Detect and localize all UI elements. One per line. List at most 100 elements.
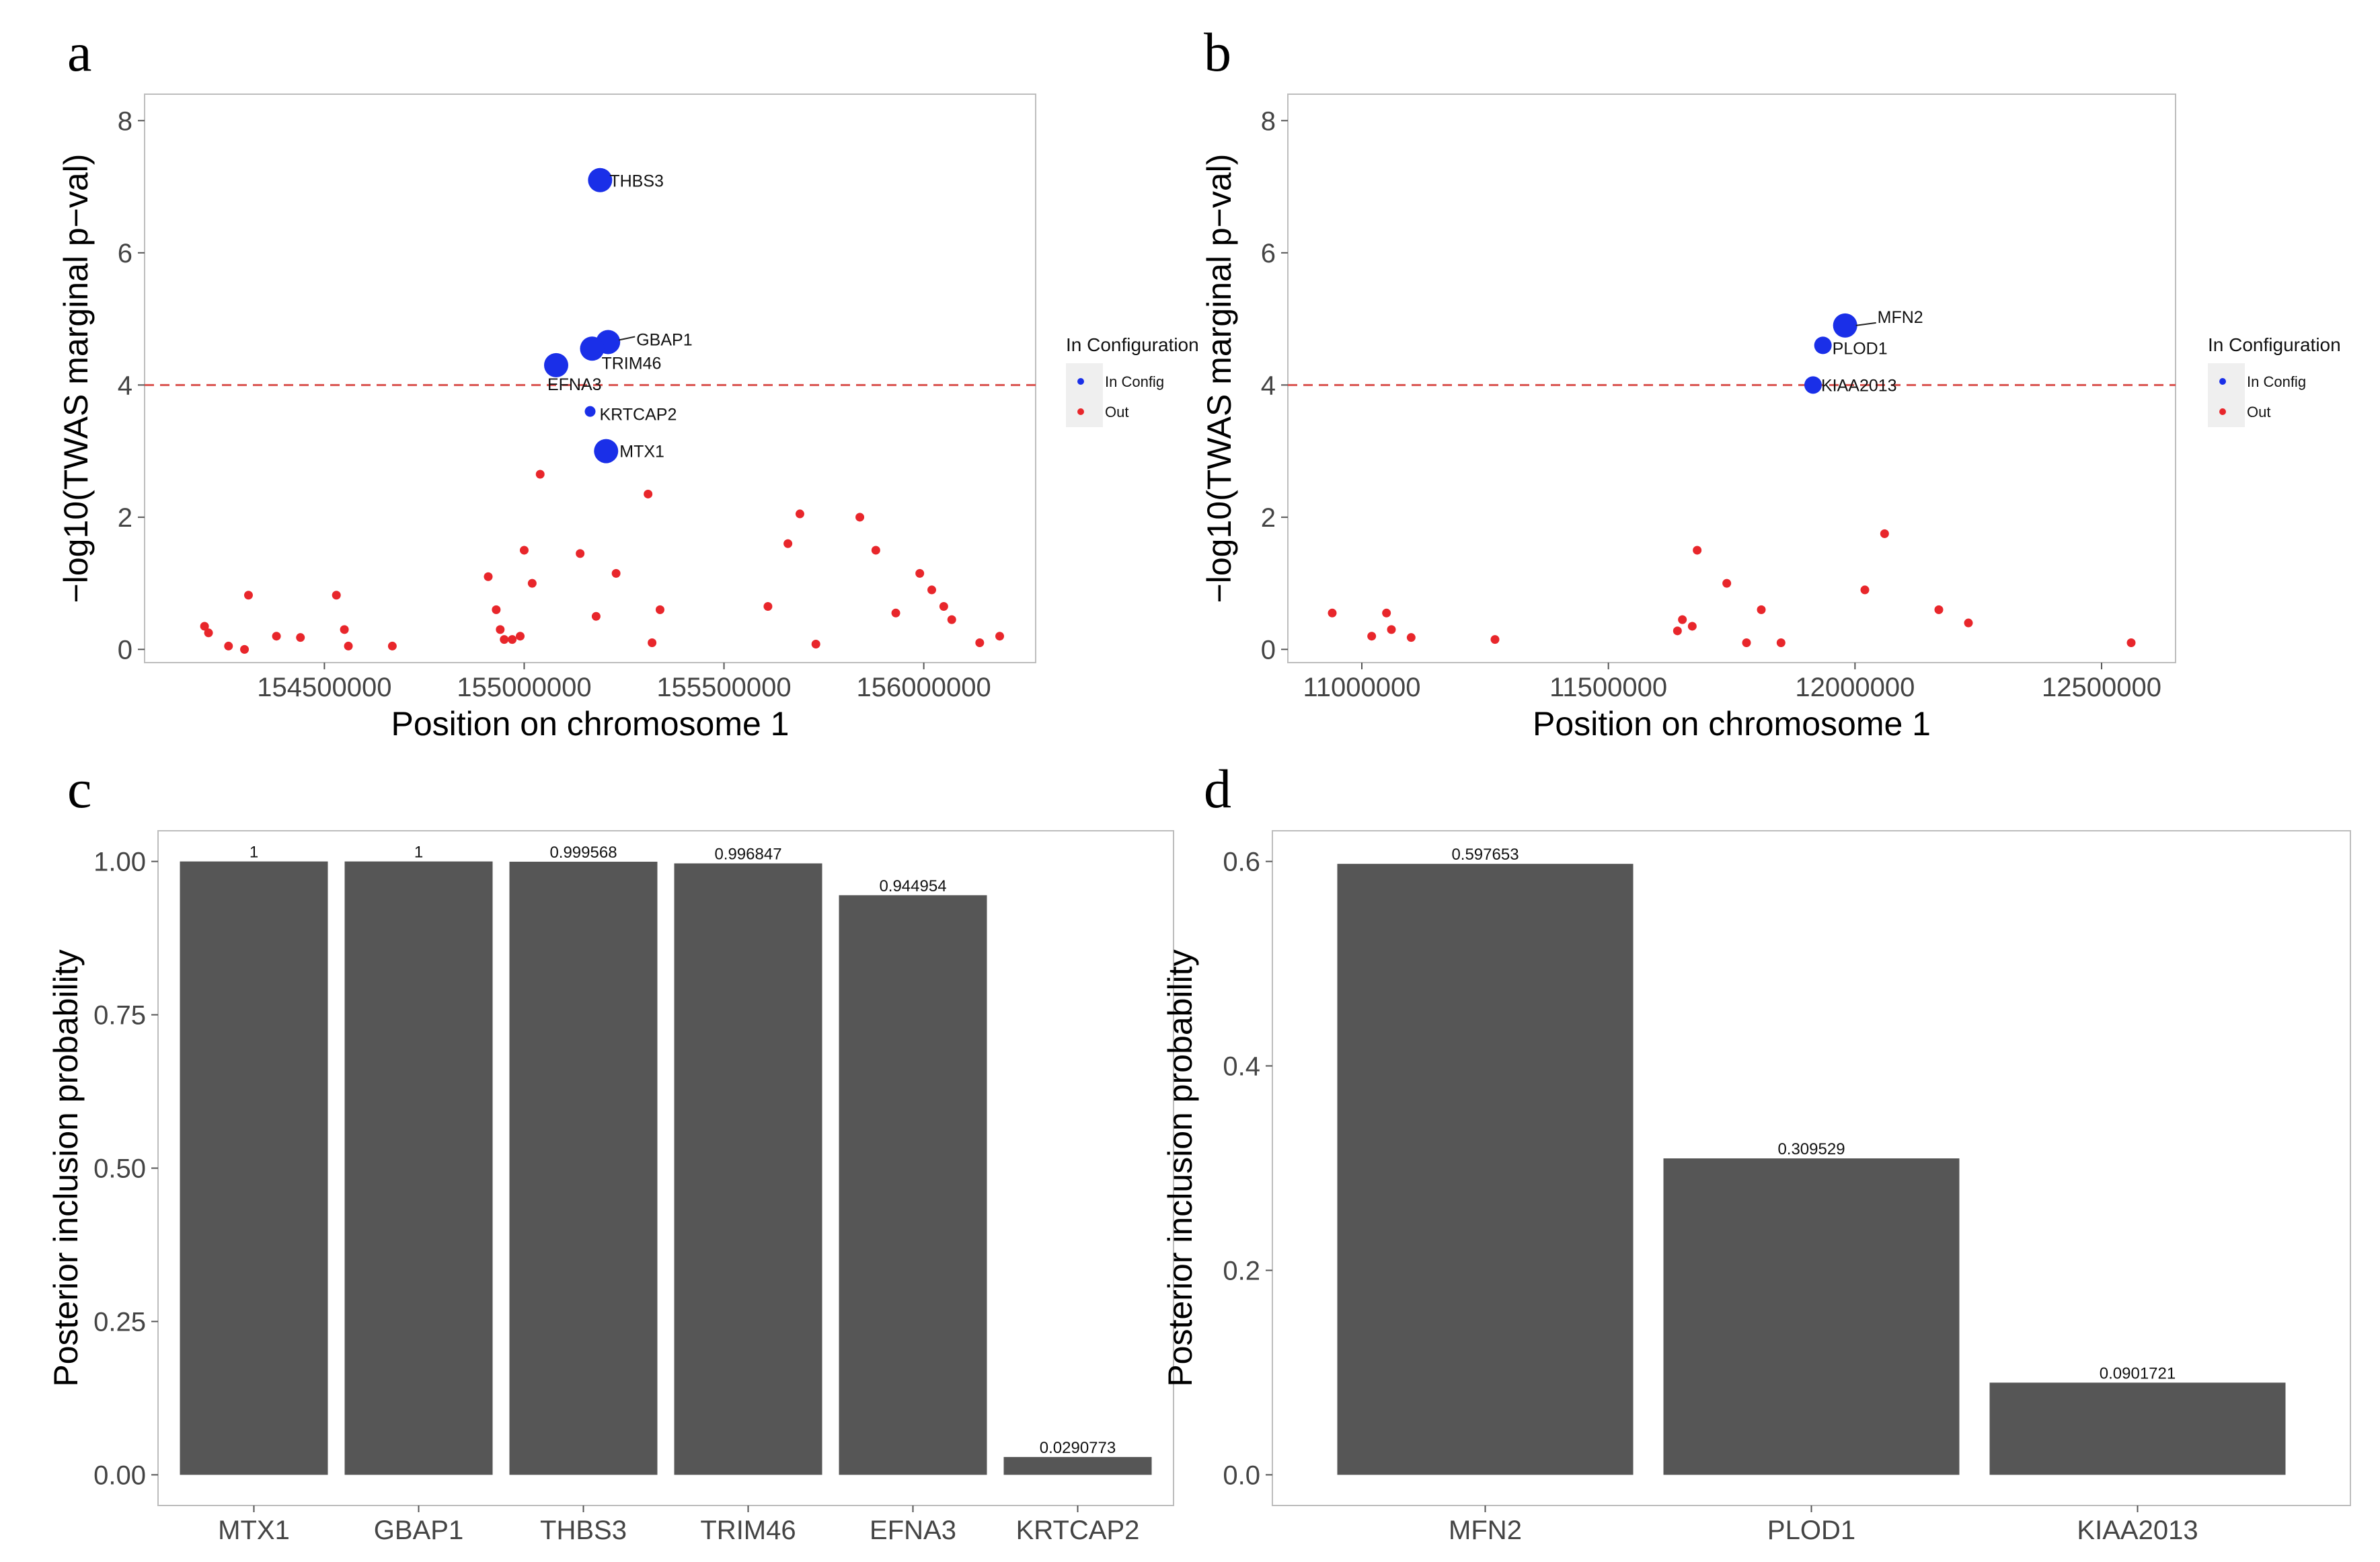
out-point (655, 605, 664, 614)
bar-value-label-krtcap2: 0.0290773 (1040, 1439, 1116, 1457)
x-tick-label: 156000000 (857, 673, 991, 702)
y-tick-label: 4 (118, 371, 132, 400)
out-point (1673, 626, 1682, 636)
x-tick-label: 12000000 (1795, 673, 1915, 702)
legend-title: In Configuration (1066, 334, 1199, 355)
x-tick-label: 155000000 (457, 673, 591, 702)
label-leader-line (1855, 322, 1876, 326)
x-tick-label-gbap1: GBAP1 (374, 1516, 463, 1545)
panel-letter-b: b (1204, 22, 1231, 83)
y-axis-title: Posterior inclusion probability (1161, 949, 1199, 1386)
gene-label-mtx1: MTX1 (619, 443, 664, 461)
out-point (783, 539, 793, 548)
x-axis-title: Position on chromosome 1 (1533, 705, 1931, 743)
legend-in-config-swatch (1077, 378, 1084, 385)
y-tick-label: 0.4 (1223, 1052, 1260, 1082)
y-axis-title: −log10(TWAS marginal p−val) (1200, 154, 1238, 603)
bar-value-label-kiaa2013: 0.0901721 (2100, 1364, 2176, 1382)
out-point (1693, 546, 1702, 555)
y-tick-label: 0.00 (93, 1460, 146, 1490)
legend-key-background (2208, 363, 2245, 427)
y-tick-label: 4 (1261, 371, 1276, 400)
out-point (1860, 585, 1870, 595)
bar-value-label-trim46: 0.996847 (714, 845, 781, 863)
out-point (871, 546, 880, 555)
in-config-point-thbs3 (588, 168, 613, 192)
out-point (332, 591, 341, 600)
legend-in-config-label: In Config (1105, 373, 1164, 390)
out-point (811, 639, 820, 648)
out-point (535, 470, 545, 479)
out-point (296, 633, 305, 642)
x-tick-label-plod1: PLOD1 (1767, 1516, 1855, 1545)
bar-kiaa2013 (1989, 1382, 2286, 1475)
legend-key-background (1066, 363, 1103, 427)
y-tick-label: 0.75 (93, 1001, 146, 1031)
out-point (1964, 618, 1973, 628)
out-point (2126, 638, 2136, 648)
gene-label-gbap1: GBAP1 (636, 330, 692, 349)
x-tick-label: 155500000 (656, 673, 791, 702)
out-point (387, 641, 397, 650)
y-tick-label: 6 (118, 239, 132, 268)
y-tick-label: 0.6 (1223, 848, 1260, 877)
bar-value-label-thbs3: 0.999568 (549, 844, 617, 862)
out-point (644, 489, 653, 498)
bar-trim46 (674, 863, 822, 1475)
out-point (995, 632, 1005, 641)
legend-in-config-label: In Config (2247, 373, 2306, 390)
legend-out-label: Out (1105, 404, 1128, 420)
out-point (1678, 615, 1687, 624)
out-point (1367, 632, 1377, 641)
bar-value-label-mtx1: 1 (249, 844, 258, 862)
out-point (344, 641, 353, 650)
in-config-point-efna3 (543, 352, 568, 377)
in-config-point-kiaa2013 (1804, 376, 1822, 394)
out-point (611, 568, 621, 578)
out-point (1722, 579, 1732, 588)
x-tick-label-efna3: EFNA3 (870, 1516, 956, 1545)
y-tick-label: 1.00 (93, 848, 146, 877)
in-config-point-trim46 (580, 336, 605, 361)
gene-label-efna3: EFNA3 (547, 375, 602, 394)
x-tick-label: 12500000 (2042, 673, 2161, 702)
x-tick-label: 11000000 (1303, 673, 1421, 702)
out-point (527, 579, 537, 588)
bar-value-label-gbap1: 1 (414, 844, 423, 862)
out-point (204, 628, 213, 638)
out-point (492, 605, 501, 614)
legend-out-label: Out (2247, 404, 2270, 420)
y-tick-label: 0.50 (93, 1154, 146, 1184)
y-tick-label: 0 (1261, 635, 1276, 665)
out-point (891, 608, 900, 618)
y-axis-title: −log10(TWAS marginal p−val) (57, 154, 95, 603)
out-point (1328, 608, 1337, 618)
y-tick-label: 0 (118, 635, 132, 665)
panel-letter-c: c (67, 758, 91, 819)
out-point (519, 546, 529, 555)
label-leader-line (619, 336, 636, 341)
panel-letter-d: d (1204, 758, 1231, 819)
bar-plod1 (1663, 1158, 1960, 1475)
panel-c-bar-chart: 0.00 0.25 0.50 0.75 1.00 1 MTX1 1 GBAP1 0.999568 T… (47, 830, 1174, 1545)
y-tick-label: 8 (118, 106, 132, 136)
legend-out-swatch (2219, 408, 2226, 415)
x-tick-label-thbs3: THBS3 (540, 1516, 627, 1545)
out-point (243, 591, 253, 600)
out-point (927, 585, 937, 595)
gene-label-mfn2: MFN2 (1878, 308, 1923, 327)
out-point (500, 635, 509, 644)
y-tick-label: 0.25 (93, 1307, 146, 1337)
in-config-point-plod1 (1814, 336, 1832, 355)
bar-value-label-efna3: 0.944954 (879, 877, 946, 895)
out-point (1757, 605, 1766, 614)
out-point (200, 622, 209, 631)
bar-mfn2 (1337, 864, 1634, 1475)
in-config-point-mtx1 (594, 439, 619, 463)
panel-a-scatter: 0 2 4 6 8 154500000 155000000 155500000 15600000… (57, 94, 1199, 743)
gene-label-krtcap2: KRTCAP2 (600, 406, 677, 424)
out-point (1382, 608, 1391, 618)
x-tick-label-krtcap2: KRTCAP2 (1016, 1516, 1140, 1545)
in-config-point-mfn2 (1833, 313, 1857, 338)
